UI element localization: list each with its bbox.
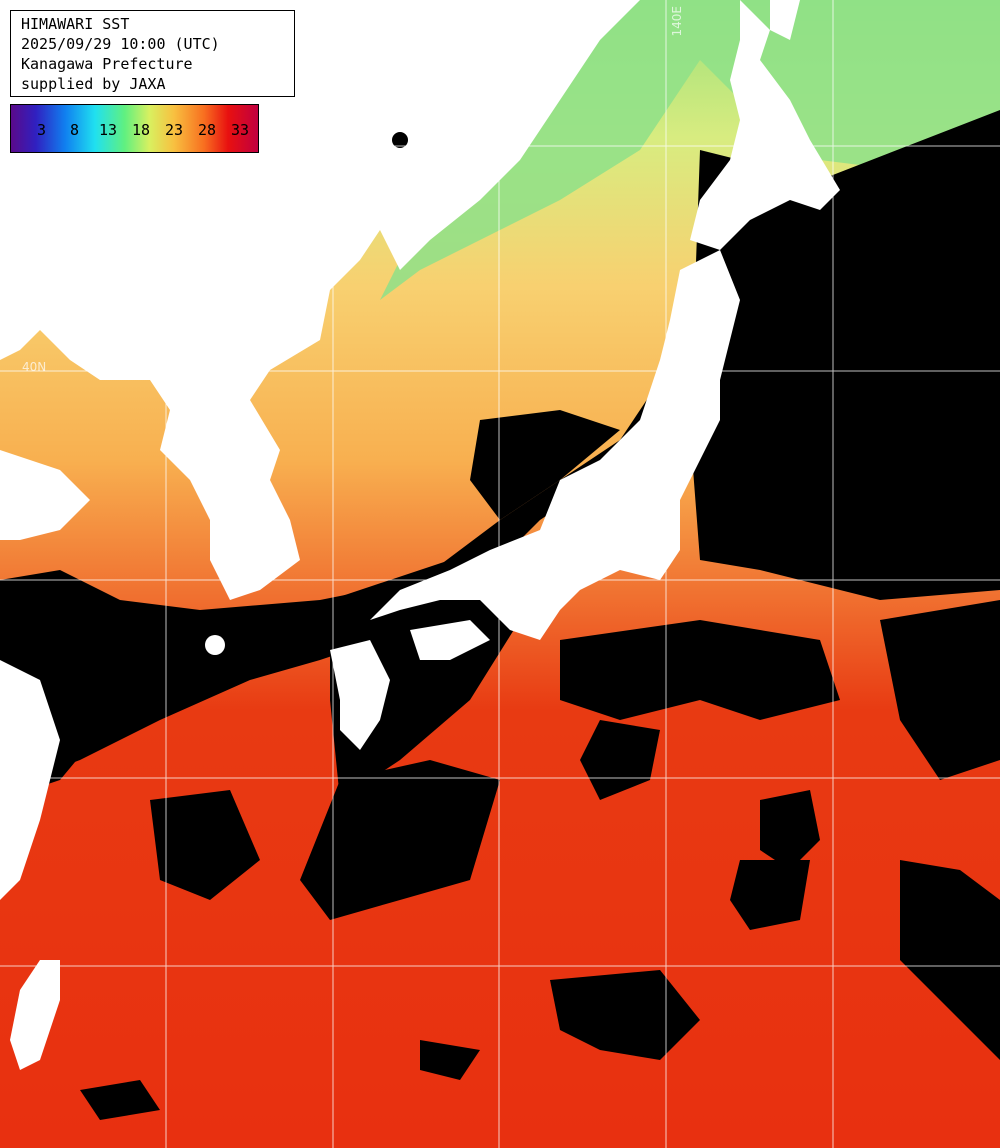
legend-label: 33	[231, 121, 250, 139]
land-kyushu	[330, 640, 390, 750]
lon-label-140e: 140E	[670, 6, 684, 37]
map-region: Kanagawa Prefecture	[21, 55, 193, 73]
land-hokkaido	[690, 0, 840, 250]
color-scale-legend: 3 8 13 18 23 28 33	[10, 104, 259, 153]
land-taiwan	[10, 960, 60, 1070]
legend-label: 28	[198, 121, 217, 139]
lat-label-30n: 30N	[22, 762, 47, 776]
legend-label: 23	[165, 121, 184, 139]
map-credit: supplied by JAXA	[21, 75, 166, 93]
legend-label: 8	[70, 121, 80, 139]
land-shikoku	[410, 620, 490, 660]
info-box: HIMAWARI SST 2025/09/29 10:00 (UTC) Kana…	[10, 10, 295, 97]
land-honshu	[370, 250, 740, 640]
legend-label: 13	[99, 121, 118, 139]
cloud-cover	[0, 110, 1000, 1120]
lat-label-40n: 40N	[22, 360, 47, 374]
legend-label: 18	[132, 121, 151, 139]
map-datetime: 2025/09/29 10:00 (UTC)	[21, 35, 220, 53]
legend-label: 3	[37, 121, 47, 139]
map-title: HIMAWARI SST	[21, 15, 130, 33]
